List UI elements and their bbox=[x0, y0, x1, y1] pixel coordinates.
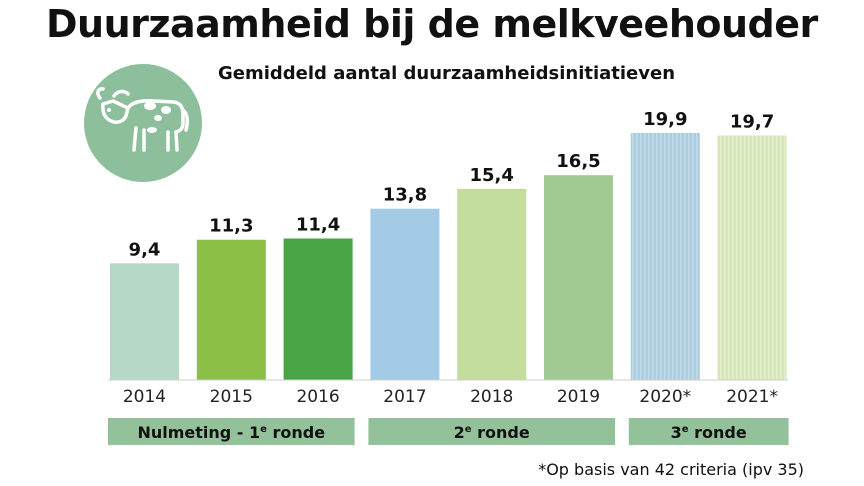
x-tick-label: 2015 bbox=[210, 387, 253, 407]
data-label: 16,5 bbox=[556, 151, 600, 172]
data-label: 19,7 bbox=[730, 111, 774, 132]
x-tick-label: 2021* bbox=[726, 387, 778, 407]
data-label: 19,9 bbox=[643, 109, 687, 130]
footnote: *Op basis van 42 criteria (ipv 35) bbox=[538, 460, 804, 479]
x-tick-label: 2017 bbox=[383, 387, 426, 407]
x-tick-label: 2019 bbox=[557, 387, 600, 407]
group-label: 3e ronde bbox=[671, 423, 747, 442]
x-tick-label: 2020* bbox=[639, 387, 691, 407]
data-label: 15,4 bbox=[469, 165, 513, 186]
data-label: 11,3 bbox=[209, 216, 253, 237]
bar-2014 bbox=[110, 263, 179, 380]
x-tick-label: 2014 bbox=[123, 387, 166, 407]
data-label: 9,4 bbox=[129, 239, 161, 260]
data-label: 13,8 bbox=[383, 185, 427, 206]
cow-icon bbox=[84, 64, 202, 182]
bar-2021 bbox=[717, 135, 787, 380]
page-title: Duurzaamheid bij de melkveehouder bbox=[46, 2, 818, 46]
data-label: 11,4 bbox=[296, 215, 340, 236]
bar-2020 bbox=[630, 133, 700, 380]
group-band bbox=[368, 418, 615, 445]
bar-2018 bbox=[457, 188, 527, 380]
x-tick-label: 2016 bbox=[296, 387, 339, 407]
bar-2015 bbox=[196, 239, 266, 380]
group-band bbox=[628, 418, 789, 445]
group-label: 2e ronde bbox=[454, 423, 530, 442]
bar-2016 bbox=[283, 238, 353, 380]
bar-2019 bbox=[544, 175, 613, 380]
group-label: Nulmeting - 1e ronde bbox=[137, 423, 325, 442]
bar-2017 bbox=[370, 208, 440, 380]
chart-title: Gemiddeld aantal duurzaamheidsinitiatiev… bbox=[218, 63, 676, 84]
group-band bbox=[108, 418, 355, 445]
x-tick-label: 2018 bbox=[470, 387, 513, 407]
